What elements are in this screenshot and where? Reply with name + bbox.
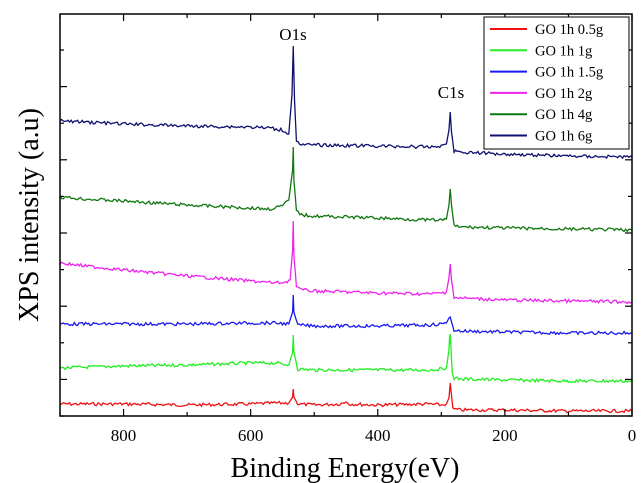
- x-axis-title: Binding Energy(eV): [231, 453, 460, 483]
- series-line-4: [59, 146, 633, 233]
- x-axis-tick-labels: 800 600 400 200 0: [111, 426, 636, 445]
- legend-label: GO 1h 1.5g: [535, 65, 603, 81]
- series-line-0: [59, 382, 633, 414]
- legend-label: GO 1h 2g: [535, 86, 592, 102]
- x-tick-label: 600: [238, 426, 264, 445]
- plot-lines: [59, 45, 633, 414]
- series-line-5: [59, 45, 633, 160]
- x-tick-label: 400: [365, 426, 391, 445]
- legend-box: [483, 16, 630, 150]
- legend-label: GO 1h 0.5g: [535, 22, 603, 38]
- x-tick-label: 800: [111, 426, 137, 445]
- legend: GO 1h 0.5g GO 1h 1g GO 1h 1.5g GO 1h 2g GO 1…: [483, 16, 630, 150]
- series-line-3: [59, 220, 633, 305]
- peak-label-o1s: O1s: [279, 25, 306, 44]
- legend-label: GO 1h 1g: [535, 43, 592, 59]
- series-line-1: [59, 333, 633, 384]
- legend-label: GO 1h 4g: [535, 107, 592, 123]
- x-tick-label: 200: [492, 426, 518, 445]
- series-line-2: [59, 294, 633, 336]
- legend-label: GO 1h 6g: [535, 129, 592, 145]
- plot-frame: [59, 13, 633, 417]
- y-axis-title: XPS intensity (a.u): [14, 108, 45, 322]
- peak-label-c1s: C1s: [438, 83, 464, 102]
- x-tick-label: 0: [628, 426, 637, 445]
